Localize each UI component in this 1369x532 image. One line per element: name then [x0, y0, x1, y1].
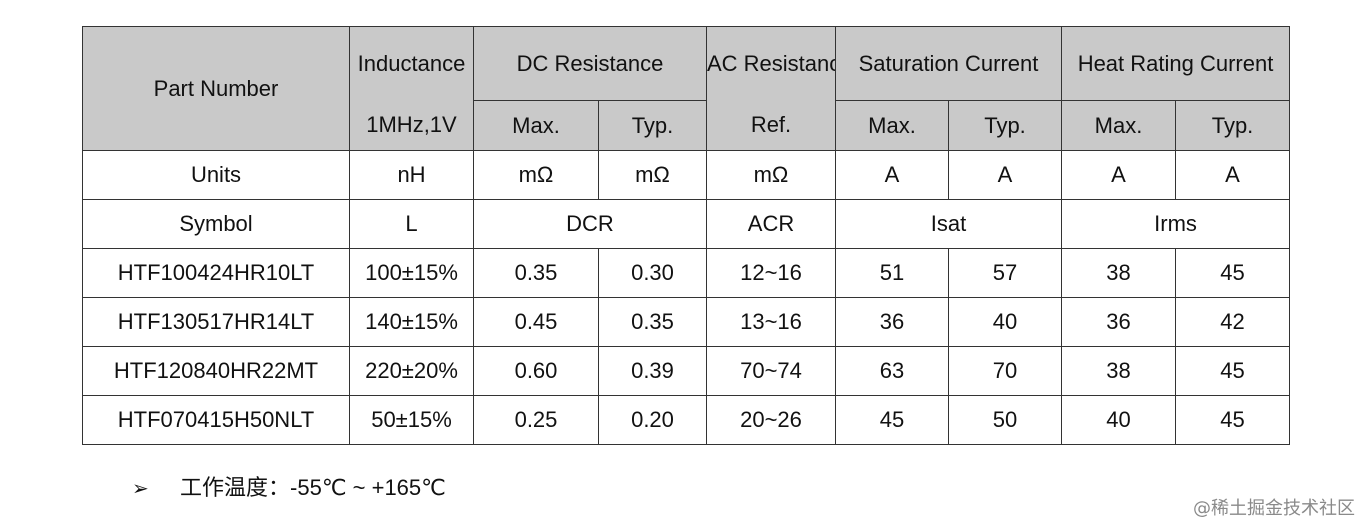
- header-row-sub: 1MHz,1V Max. Typ. Ref. Max. Typ. Max. Ty…: [83, 100, 1291, 151]
- cell-isat-max: 51: [835, 248, 949, 298]
- operating-temperature-note: ➢ 工作温度：-55℃ ~ +165℃: [132, 470, 446, 502]
- cell-isat-max: 45: [835, 395, 949, 445]
- header-dcr-typ: Typ.: [598, 100, 707, 151]
- cell-isat-typ: 50: [947, 395, 1063, 445]
- table-row: HTF070415H50NLT 50±15% 0.25 0.20 20~26 4…: [82, 395, 1291, 445]
- cell-irms-max: 38: [1061, 346, 1177, 396]
- header-part-number: Part Number: [82, 26, 350, 151]
- symbol-irms: Irms: [1061, 199, 1291, 249]
- cell-part-number: HTF130517HR14LT: [82, 297, 350, 347]
- operating-temperature-value: -55℃ ~ +165℃: [290, 475, 446, 500]
- symbol-inductance: L: [349, 199, 474, 249]
- header-isat-typ: Typ.: [947, 100, 1063, 151]
- cell-isat-typ: 40: [947, 297, 1063, 347]
- arrow-bullet-icon: ➢: [132, 478, 149, 500]
- cell-irms-typ: 42: [1175, 297, 1291, 347]
- cell-inductance: 220±20%: [349, 346, 474, 396]
- cell-inductance: 100±15%: [349, 248, 474, 298]
- cell-irms-typ: 45: [1175, 395, 1291, 445]
- spec-table: Part Number Inductance DC Resistance AC …: [82, 26, 1291, 445]
- symbol-acr: ACR: [706, 199, 836, 249]
- cell-dcr-typ: 0.30: [598, 248, 707, 298]
- header-inductance: Inductance: [349, 26, 474, 101]
- units-dcr-typ: mΩ: [598, 150, 707, 200]
- cell-acr: 12~16: [706, 248, 836, 298]
- header-row-top: Part Number Inductance DC Resistance AC …: [82, 26, 1291, 151]
- header-saturation-current: Saturation Current: [834, 26, 1063, 101]
- cell-inductance: 140±15%: [349, 297, 474, 347]
- watermark: @稀土掘金技术社区: [1193, 498, 1355, 519]
- cell-irms-typ: 45: [1175, 346, 1291, 396]
- header-inductance-condition: 1MHz,1V: [349, 100, 474, 151]
- header-ac-resistance: AC Resistance: [706, 26, 836, 101]
- symbol-label: Symbol: [82, 199, 350, 249]
- header-acr-ref: Ref.: [706, 100, 836, 151]
- units-dcr-max: mΩ: [473, 150, 599, 200]
- header-dc-resistance: DC Resistance: [473, 26, 707, 101]
- units-isat-max: A: [835, 150, 949, 200]
- header-isat-max: Max.: [835, 100, 949, 151]
- units-isat-typ: A: [947, 150, 1063, 200]
- table-row: HTF120840HR22MT 220±20% 0.60 0.39 70~74 …: [82, 346, 1291, 396]
- table-row: HTF100424HR10LT 100±15% 0.35 0.30 12~16 …: [82, 248, 1291, 298]
- cell-part-number: HTF100424HR10LT: [82, 248, 350, 298]
- cell-part-number: HTF120840HR22MT: [82, 346, 350, 396]
- symbol-isat: Isat: [834, 199, 1063, 249]
- units-irms-max: A: [1061, 150, 1177, 200]
- units-irms-typ: A: [1175, 150, 1291, 200]
- cell-dcr-max: 0.25: [473, 395, 599, 445]
- symbol-row: Symbol L DCR ACR Isat Irms: [82, 199, 1291, 249]
- cell-irms-max: 38: [1061, 248, 1177, 298]
- operating-temperature-label: 工作温度：: [180, 476, 291, 501]
- cell-acr: 70~74: [706, 346, 836, 396]
- cell-isat-max: 63: [835, 346, 949, 396]
- cell-isat-typ: 70: [947, 346, 1063, 396]
- cell-irms-max: 36: [1061, 297, 1177, 347]
- cell-dcr-max: 0.35: [473, 248, 599, 298]
- units-row: Units nH mΩ mΩ mΩ A A A A: [82, 150, 1291, 200]
- units-inductance: nH: [349, 150, 474, 200]
- cell-dcr-typ: 0.20: [598, 395, 707, 445]
- header-irms-max: Max.: [1061, 100, 1177, 151]
- units-label: Units: [82, 150, 350, 200]
- table-row: HTF130517HR14LT 140±15% 0.45 0.35 13~16 …: [82, 297, 1291, 347]
- cell-irms-typ: 45: [1175, 248, 1291, 298]
- units-acr: mΩ: [706, 150, 836, 200]
- cell-isat-typ: 57: [947, 248, 1063, 298]
- cell-acr: 20~26: [706, 395, 836, 445]
- cell-irms-max: 40: [1061, 395, 1177, 445]
- cell-dcr-max: 0.60: [473, 346, 599, 396]
- cell-dcr-max: 0.45: [473, 297, 599, 347]
- cell-acr: 13~16: [706, 297, 836, 347]
- header-dcr-max: Max.: [473, 100, 599, 151]
- cell-inductance: 50±15%: [349, 395, 474, 445]
- cell-dcr-typ: 0.39: [598, 346, 707, 396]
- cell-dcr-typ: 0.35: [598, 297, 707, 347]
- header-heat-rating-current: Heat Rating Current: [1061, 26, 1291, 101]
- symbol-dcr: DCR: [473, 199, 707, 249]
- cell-isat-max: 36: [835, 297, 949, 347]
- cell-part-number: HTF070415H50NLT: [82, 395, 350, 445]
- header-irms-typ: Typ.: [1175, 100, 1291, 151]
